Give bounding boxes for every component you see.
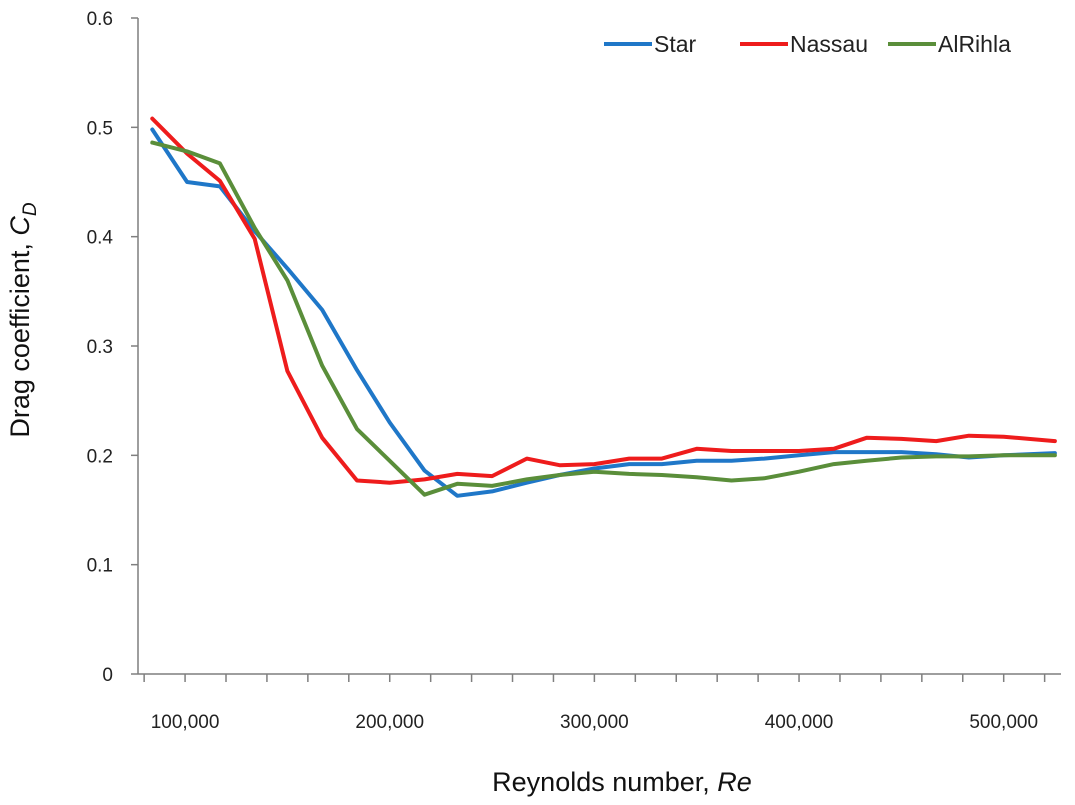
legend: Star Nassau AlRihla <box>604 31 1011 57</box>
y-tick-label: 0.2 <box>87 446 113 467</box>
y-tick-label: 0.6 <box>87 9 113 30</box>
legend-label-star: Star <box>654 31 697 57</box>
x-tick-label: 200,000 <box>355 712 424 733</box>
legend-label-alrihla: AlRihla <box>938 31 1011 57</box>
x-tick-label: 400,000 <box>765 712 834 733</box>
y-tick-label: 0 <box>102 665 113 686</box>
y-axis-title: Drag coefficient, CD <box>5 202 41 438</box>
series-lines <box>150 116 1057 498</box>
series-line-star <box>150 127 1057 498</box>
y-tick-label: 0.5 <box>87 118 113 139</box>
y-tick-label: 0.3 <box>87 337 113 358</box>
legend-label-nassau: Nassau <box>790 31 868 57</box>
y-tick-label: 0.1 <box>87 556 113 577</box>
series-line-alrihla <box>150 140 1057 497</box>
y-axis-ticks: 0 0.1 0.2 0.3 0.4 0.5 0.6 <box>87 9 138 686</box>
x-axis-title: Reynolds number, Re <box>492 767 752 797</box>
x-tick-label: 500,000 <box>969 712 1038 733</box>
y-tick-label: 0.4 <box>87 228 114 249</box>
x-tick-label: 100,000 <box>151 712 220 733</box>
x-axis-ticks: 100,000 200,000 300,000 400,000 500,000 <box>143 674 1046 733</box>
x-tick-label: 300,000 <box>560 712 629 733</box>
series-line-nassau <box>150 116 1057 485</box>
